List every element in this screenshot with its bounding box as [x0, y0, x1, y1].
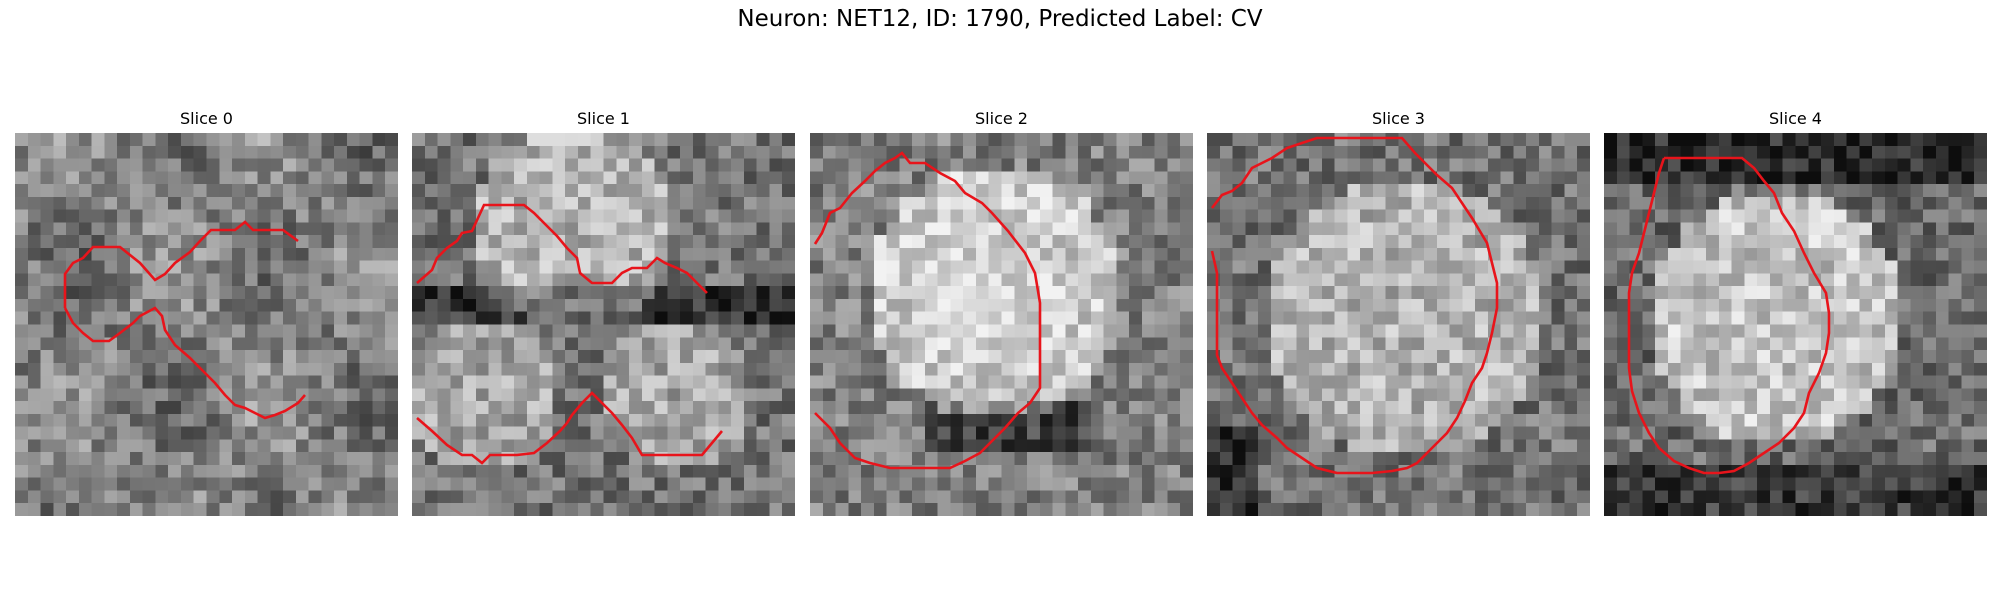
- slice-image-0: [15, 133, 398, 516]
- slice-image-4: [1604, 133, 1987, 516]
- slice-title-0: Slice 0: [15, 108, 398, 130]
- slice-image-3: [1207, 133, 1590, 516]
- slice-panel-3: Slice 3: [1207, 108, 1590, 516]
- slice-title-2: Slice 2: [810, 108, 1193, 130]
- slice-title-1: Slice 1: [412, 108, 795, 130]
- slice-panel-2: Slice 2: [810, 108, 1193, 516]
- slice-panel-0: Slice 0: [15, 108, 398, 516]
- slice-panel-1: Slice 1: [412, 108, 795, 516]
- slice-image-1: [412, 133, 795, 516]
- slice-image-2: [810, 133, 1193, 516]
- figure-title: Neuron: NET12, ID: 1790, Predicted Label…: [0, 6, 2000, 32]
- slice-title-3: Slice 3: [1207, 108, 1590, 130]
- slice-title-4: Slice 4: [1604, 108, 1987, 130]
- slice-panel-4: Slice 4: [1604, 108, 1987, 516]
